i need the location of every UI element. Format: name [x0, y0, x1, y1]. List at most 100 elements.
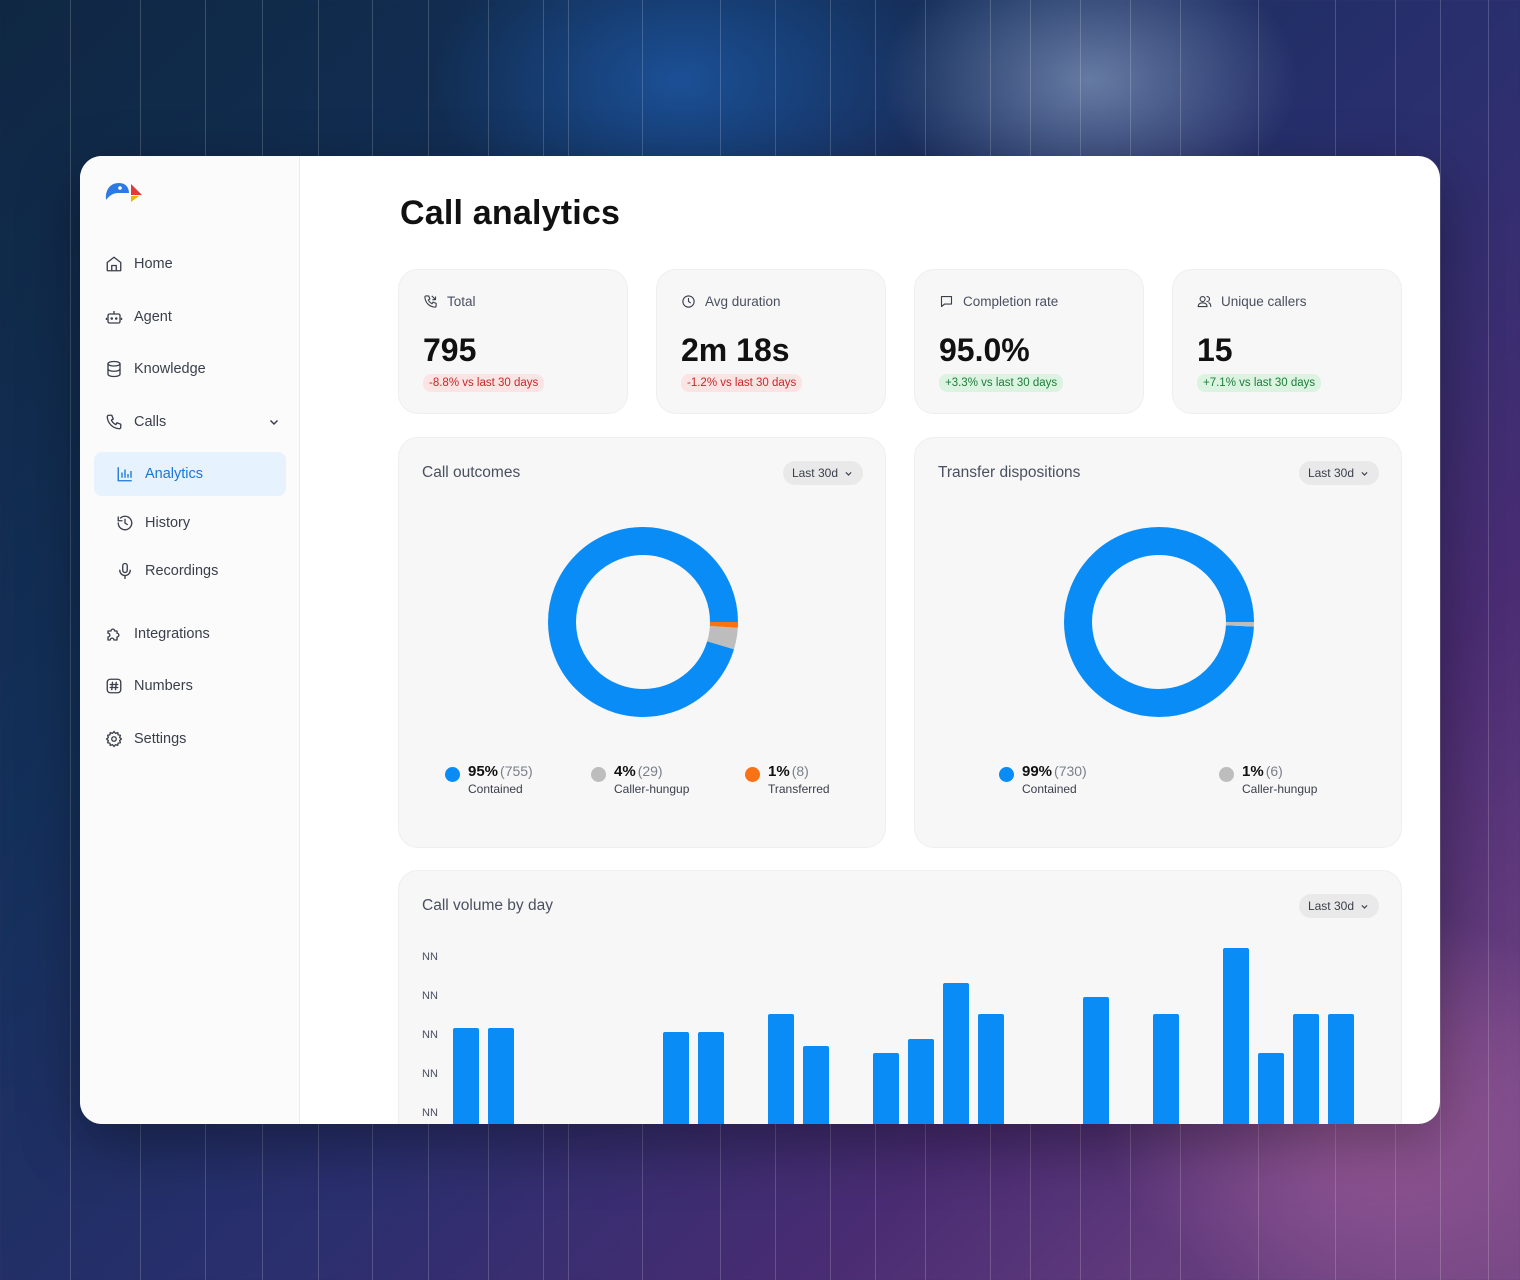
- legend-count: (755): [500, 763, 533, 779]
- sidebar: Home Agent Knowledge Calls Analytics: [80, 156, 300, 1124]
- chevron-down-icon: [1361, 904, 1368, 909]
- legend-count: (8): [791, 763, 809, 779]
- card-title: Call outcomes: [422, 464, 521, 481]
- dropdown-value: Last 30d: [1307, 899, 1354, 913]
- stat-change-badge: +3.3% vs last 30 days: [939, 374, 1064, 392]
- stat-label: Total: [447, 294, 476, 309]
- legend-percent: 1%: [1242, 763, 1264, 780]
- transfer-dispositions-donut: [1064, 527, 1254, 717]
- bar-day-11[interactable]: [803, 1045, 829, 1124]
- legend-percent: 4%: [614, 763, 636, 780]
- donut-slice-contained: [1064, 527, 1254, 717]
- donut-slice-caller-hungup: [1064, 527, 1254, 717]
- bar-day-23[interactable]: [1223, 947, 1249, 1124]
- history-icon: [117, 515, 133, 531]
- y-tick-label: NN: [422, 1107, 438, 1119]
- sidebar-item-analytics[interactable]: Analytics: [94, 452, 286, 497]
- sidebar-item-label: Recordings: [145, 563, 219, 580]
- page-title: Call analytics: [400, 194, 621, 232]
- sidebar-nav: Home Agent Knowledge Calls Analytics: [80, 242, 300, 770]
- range-dropdown[interactable]: Last 30d: [782, 461, 863, 485]
- legend-label: Contained: [468, 782, 523, 796]
- legend-count: (730): [1054, 763, 1087, 779]
- legend-percent: 95%: [468, 763, 499, 780]
- legend-dot: [591, 767, 606, 782]
- legend-dot: [1219, 767, 1234, 782]
- sidebar-item-calls[interactable]: Calls: [94, 400, 286, 444]
- y-tick-label: NN: [422, 951, 438, 963]
- database-icon: [107, 361, 121, 378]
- stat-card-total: Total 795 -8.8% vs last 30 days: [398, 269, 628, 414]
- phone-arrows-icon: [424, 295, 437, 308]
- legend-dot: [999, 767, 1014, 782]
- sidebar-item-label: Home: [134, 256, 173, 272]
- stat-value: 15: [1197, 332, 1233, 368]
- legend-percent: 1%: [768, 763, 790, 780]
- chevron-down-icon[interactable]: [268, 416, 280, 428]
- bar-day-8[interactable]: [698, 1031, 724, 1124]
- legend-item-transferred: 1% (8) Transferred: [745, 763, 830, 796]
- sidebar-item-label: Calls: [134, 413, 167, 430]
- call-outcomes-card: Call outcomes Last 30d 95% (755) Containe…: [398, 437, 886, 848]
- card-title: Transfer dispositions: [938, 464, 1081, 481]
- gear-icon: [105, 730, 123, 748]
- brand-logo[interactable]: [104, 180, 144, 204]
- stat-card-avg-duration: Avg duration 2m 18s -1.2% vs last 30 day…: [656, 269, 886, 414]
- legend-label: Caller-hungup: [1242, 782, 1318, 796]
- sidebar-item-history[interactable]: History: [94, 501, 286, 545]
- call-volume-card: Call volume by day Last 30d NN NN NN NN …: [398, 870, 1402, 1124]
- sidebar-item-label: Agent: [134, 308, 172, 325]
- y-tick-label: NN: [422, 1029, 438, 1041]
- donut-slice-transferred: [548, 527, 738, 717]
- sidebar-item-numbers[interactable]: Numbers: [94, 664, 286, 708]
- bar-day-13[interactable]: [873, 1052, 899, 1124]
- bar-chart-icon: [117, 467, 132, 482]
- sidebar-item-label: Numbers: [134, 678, 193, 695]
- legend-percent: 99%: [1022, 763, 1053, 780]
- stat-change-badge: -8.8% vs last 30 days: [423, 374, 545, 392]
- bar-day-26[interactable]: [1328, 1014, 1354, 1124]
- range-dropdown[interactable]: Last 30d: [1298, 461, 1379, 485]
- bar-day-24[interactable]: [1258, 1052, 1284, 1124]
- stat-value: 2m 18s: [681, 332, 790, 368]
- sidebar-item-integrations[interactable]: Integrations: [94, 612, 286, 656]
- stat-change-badge: -1.2% vs last 30 days: [681, 374, 803, 392]
- sidebar-item-settings[interactable]: Settings: [94, 717, 286, 761]
- puzzle-icon: [107, 628, 120, 641]
- legend-label: Caller-hungup: [614, 782, 690, 796]
- bar-day-21[interactable]: [1153, 1014, 1179, 1124]
- bar-day-16[interactable]: [978, 1014, 1004, 1124]
- legend-dot: [445, 767, 460, 782]
- phone-icon: [106, 414, 122, 430]
- stat-value: 95.0%: [939, 332, 1030, 368]
- bar-day-15[interactable]: [943, 982, 969, 1124]
- bar-day-10[interactable]: [768, 1014, 794, 1124]
- sidebar-item-agent[interactable]: Agent: [94, 295, 286, 339]
- sidebar-item-recordings[interactable]: Recordings: [94, 549, 286, 593]
- bar-day-2[interactable]: [488, 1028, 514, 1124]
- sidebar-item-label: Analytics: [145, 466, 204, 483]
- dropdown-value: Last 30d: [791, 466, 838, 480]
- transfer-dispositions-card: Transfer dispositions Last 30d 99% (730) …: [914, 437, 1402, 848]
- legend-item-contained: 95% (755) Contained: [445, 763, 533, 796]
- bar-day-14[interactable]: [908, 1038, 934, 1124]
- main-content: Call analytics Total 795 -8.8% vs last 3…: [300, 156, 1440, 1124]
- legend-item-caller-hungup: 1% (6) Caller-hungup: [1219, 763, 1317, 796]
- bar-day-1[interactable]: [453, 1028, 479, 1124]
- bar-day-7[interactable]: [663, 1031, 689, 1124]
- legend-item-caller-hungup: 4% (29) Caller-hungup: [591, 763, 689, 796]
- dropdown-value: Last 30d: [1307, 466, 1354, 480]
- y-tick-label: NN: [422, 1068, 438, 1080]
- legend-label: Transferred: [768, 782, 830, 796]
- stat-card-unique-callers: Unique callers 15 +7.1% vs last 30 days: [1172, 269, 1402, 414]
- sidebar-item-knowledge[interactable]: Knowledge: [94, 347, 286, 391]
- hash-icon: [106, 679, 122, 694]
- range-dropdown[interactable]: Last 30d: [1298, 894, 1379, 918]
- legend-item-contained: 99% (730) Contained: [999, 763, 1087, 796]
- home-icon: [106, 256, 122, 272]
- bar-day-25[interactable]: [1293, 1014, 1319, 1124]
- bar-day-19[interactable]: [1083, 996, 1109, 1124]
- sidebar-item-home[interactable]: Home: [94, 242, 286, 286]
- call-outcomes-donut: [548, 527, 738, 717]
- sidebar-item-label: Settings: [134, 731, 187, 748]
